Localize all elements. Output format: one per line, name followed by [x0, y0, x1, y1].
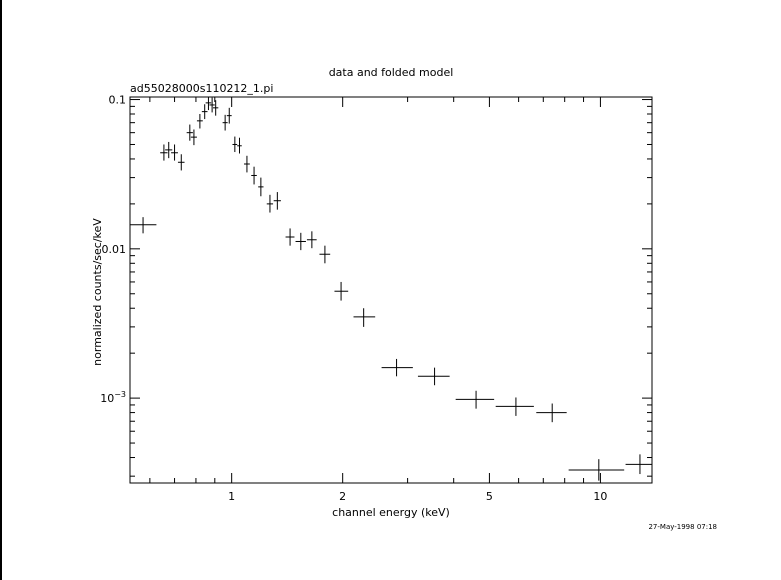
x-tick-label: 1	[228, 490, 235, 503]
x-tick-label: 5	[486, 490, 493, 503]
data-point	[165, 141, 173, 159]
data-point	[186, 124, 193, 141]
data-point	[306, 231, 317, 249]
data-point	[201, 104, 208, 120]
data-point	[209, 97, 215, 113]
chart-title: data and folded model	[329, 66, 454, 79]
data-point	[417, 367, 450, 386]
y-tick-label: 10−3	[100, 390, 126, 405]
data-point	[213, 100, 219, 116]
data-point	[258, 177, 264, 197]
timestamp: 27-May-1998 07:18	[648, 523, 717, 531]
data-point	[205, 97, 212, 111]
data-point	[353, 308, 376, 327]
x-tick-label: 10	[593, 490, 607, 503]
data-point	[295, 232, 306, 251]
data-point	[232, 136, 238, 153]
tick-labels: 1 2 5 10 0.1 0.01 10−3	[100, 94, 607, 503]
data-point	[243, 155, 250, 173]
data-point	[237, 137, 242, 154]
data-point	[625, 454, 652, 475]
data-point	[171, 144, 178, 161]
data-point	[381, 358, 413, 377]
y-tick-label: 0.1	[109, 94, 127, 107]
data-point	[495, 397, 534, 416]
data-point	[319, 245, 331, 264]
data-point	[334, 281, 349, 301]
data-point	[285, 228, 295, 246]
data-point	[190, 129, 197, 146]
data-point	[266, 194, 274, 213]
y-tick-label: 0.01	[102, 243, 127, 256]
chart-subtitle: ad55028000s110212_1.pi	[130, 82, 273, 95]
data-point	[196, 114, 203, 129]
data-point	[568, 459, 625, 481]
plot-frame	[129, 96, 653, 484]
data-point	[251, 166, 257, 185]
x-tick-label: 2	[339, 490, 346, 503]
data-point	[455, 390, 495, 409]
axis-ticks	[130, 97, 652, 483]
data-point	[222, 114, 228, 131]
x-axis-label: channel energy (keV)	[332, 506, 450, 519]
data-point	[536, 403, 567, 423]
data-point	[130, 217, 157, 234]
data-points	[130, 97, 652, 481]
data-point	[273, 192, 281, 210]
left-border-line	[0, 0, 2, 580]
data-point	[160, 144, 168, 161]
y-axis-label: normalized counts/sec/keV	[91, 218, 104, 366]
data-point	[226, 107, 232, 124]
data-point	[177, 154, 185, 171]
